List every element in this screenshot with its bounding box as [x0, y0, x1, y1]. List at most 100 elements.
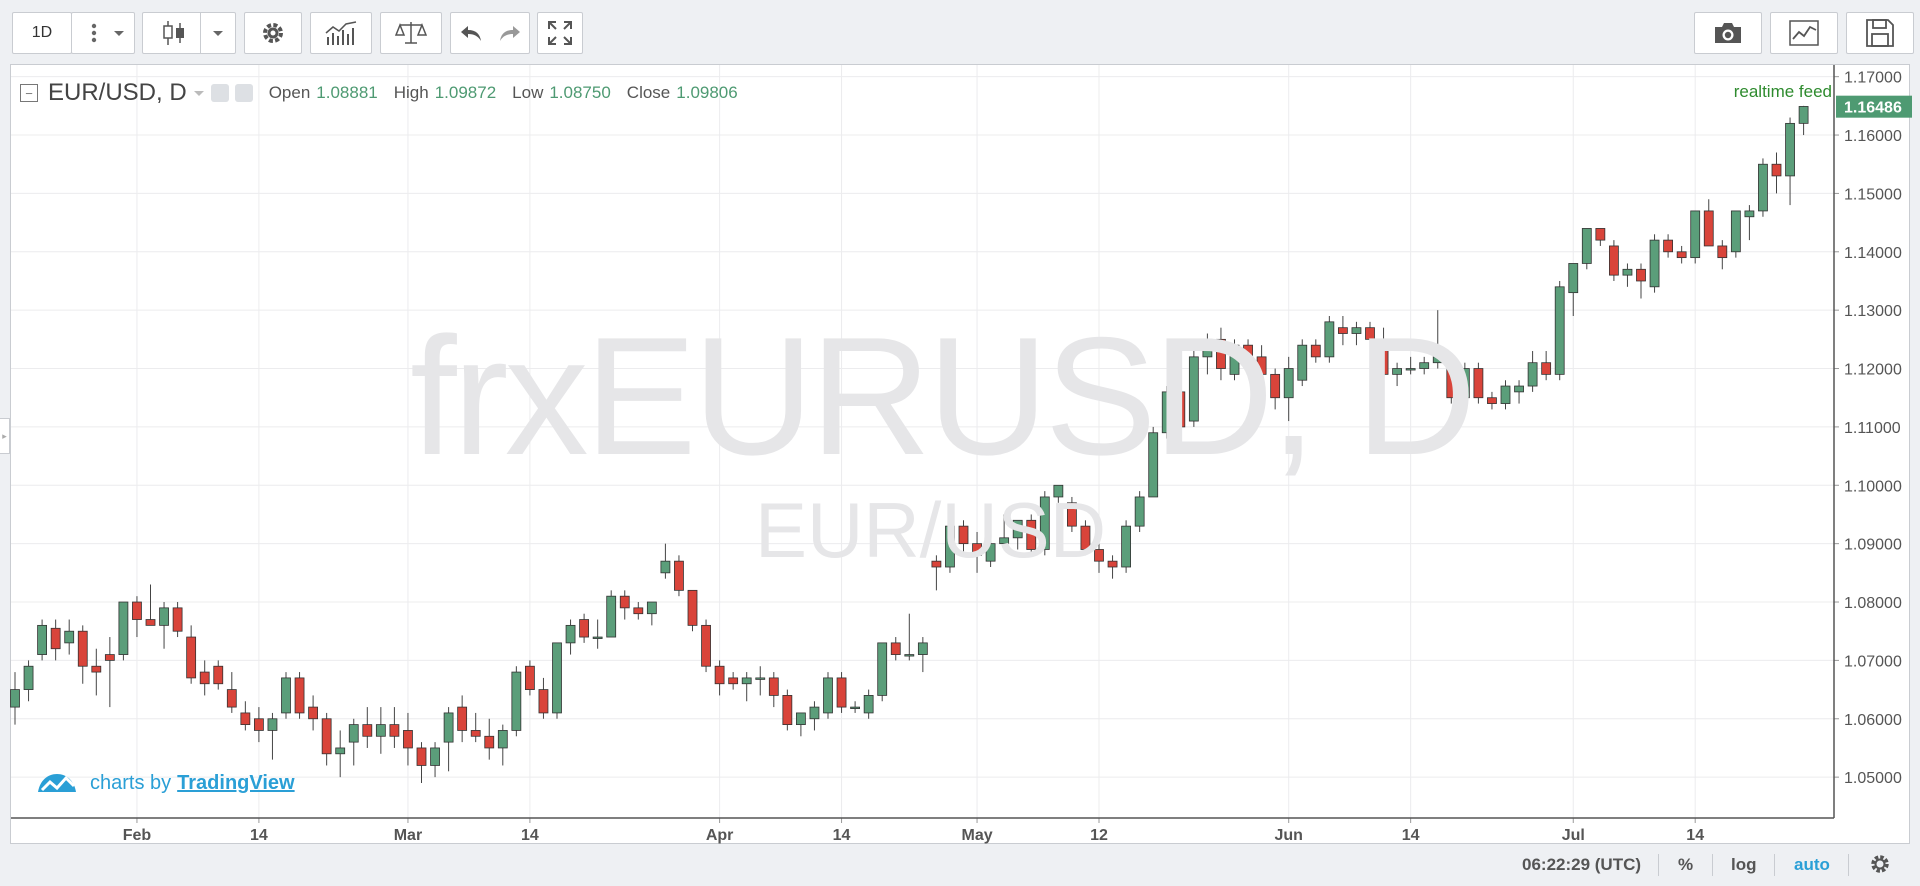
candle-body — [1527, 362, 1538, 387]
x-tick-label: 14 — [521, 827, 539, 844]
candle-body — [1026, 519, 1037, 550]
more-icon — [91, 23, 97, 43]
y-tick-label: 1.15000 — [1844, 186, 1902, 203]
snapshot-button[interactable] — [1694, 12, 1762, 54]
camera-icon — [1715, 23, 1741, 43]
indicators-button[interactable] — [310, 12, 372, 54]
close-label: Close — [626, 83, 671, 102]
candle-body — [172, 607, 183, 632]
gear-icon — [263, 23, 283, 43]
candle-body — [1419, 362, 1430, 369]
redo-icon — [499, 26, 520, 41]
gear-icon — [1871, 855, 1889, 873]
realtime-feed-label: realtime feed — [1733, 82, 1832, 101]
candle-body — [1310, 344, 1321, 358]
gear-icon[interactable] — [234, 84, 253, 102]
candle-body — [1175, 391, 1186, 428]
candle-body — [1703, 210, 1714, 247]
symbol-title[interactable]: EUR/USD, D — [48, 79, 187, 106]
candle-body — [443, 712, 454, 743]
x-tick-label: Mar — [394, 827, 422, 844]
candle-body — [999, 537, 1010, 545]
settings-button[interactable] — [244, 12, 302, 54]
save-button[interactable] — [1846, 12, 1914, 54]
auto-scale-button[interactable]: auto — [1794, 855, 1830, 874]
interval-button[interactable]: 1D — [12, 12, 72, 54]
candle-body — [728, 677, 739, 685]
candle-body — [1378, 338, 1389, 375]
candle-body — [1609, 245, 1619, 276]
symbol-watermark: frxEURUSD, D — [410, 302, 1477, 490]
candle-body — [877, 642, 888, 696]
candle-body — [1243, 344, 1253, 358]
y-tick-label: 1.12000 — [1844, 362, 1902, 379]
candle-body — [267, 718, 278, 731]
candle-body — [1134, 496, 1145, 527]
interval-menu-button[interactable] — [71, 12, 135, 54]
low-label: Low — [512, 83, 544, 102]
y-tick-label: 1.16000 — [1844, 128, 1902, 145]
candle-body — [958, 525, 969, 545]
candle-body — [768, 677, 779, 696]
candle-body — [50, 627, 61, 650]
candle-body — [525, 665, 535, 690]
open-value: 1.08881 — [316, 83, 378, 102]
x-tick-label: 12 — [1090, 827, 1108, 844]
candle-body — [606, 595, 617, 638]
candle-body — [389, 724, 400, 737]
candle-body — [104, 654, 115, 661]
indicators-icon — [325, 21, 357, 45]
candle-body — [457, 706, 468, 731]
candle-body — [619, 595, 630, 609]
undo-button[interactable] — [451, 23, 490, 43]
x-tick-label: 14 — [1686, 827, 1704, 844]
chart-icon — [1789, 20, 1819, 46]
collapse-legend-button[interactable]: − — [20, 84, 38, 102]
tradingview-link[interactable]: TradingView — [177, 771, 295, 794]
x-tick-label: Apr — [706, 827, 734, 844]
fullscreen-icon — [548, 21, 572, 45]
redo-button[interactable] — [490, 23, 529, 43]
chevron-down-icon — [114, 31, 124, 36]
left-panel-toggle[interactable]: ▸ — [0, 418, 10, 454]
fullscreen-button[interactable] — [537, 12, 583, 54]
eye-icon[interactable] — [210, 84, 229, 102]
scale-settings-button[interactable] — [1868, 852, 1892, 881]
candle-body — [1094, 549, 1104, 562]
candle-body — [1432, 356, 1443, 364]
candle-body — [1636, 268, 1646, 282]
y-tick-label: 1.13000 — [1844, 303, 1902, 320]
candle-body — [470, 730, 481, 737]
candle-body — [497, 730, 508, 749]
candle-body — [1487, 397, 1497, 404]
candle-body — [281, 677, 291, 714]
candle-body — [1039, 496, 1050, 550]
candle-body — [294, 677, 305, 714]
chevron-down-icon[interactable] — [193, 88, 205, 98]
candle-body — [701, 624, 711, 667]
clock-readout: 06:22:29 (UTC) — [1522, 855, 1642, 874]
compare-button[interactable] — [380, 12, 442, 54]
candle-body — [1188, 356, 1199, 422]
candle-body — [1148, 432, 1159, 498]
chart-template-button[interactable] — [1770, 12, 1838, 54]
candle-body — [335, 747, 346, 755]
candle-body — [240, 712, 251, 726]
candle-body — [1080, 525, 1091, 550]
candle-body — [674, 560, 684, 591]
chart-style-button[interactable] — [142, 12, 236, 54]
tradingview-logo-icon — [38, 774, 76, 792]
candle-body — [1663, 239, 1673, 253]
high-value: 1.09872 — [434, 83, 497, 102]
candle-body — [714, 665, 725, 685]
y-tick-label: 1.17000 — [1844, 70, 1902, 87]
tradingview-branding[interactable]: charts by TradingView — [36, 770, 295, 796]
candle-body — [416, 747, 427, 766]
candle-body — [64, 630, 75, 644]
branding-prefix: charts by — [90, 771, 172, 794]
log-scale-button[interactable]: log — [1731, 855, 1757, 874]
candle-body — [1744, 210, 1755, 218]
candle-body — [118, 601, 129, 655]
percent-scale-button[interactable]: % — [1678, 855, 1694, 874]
